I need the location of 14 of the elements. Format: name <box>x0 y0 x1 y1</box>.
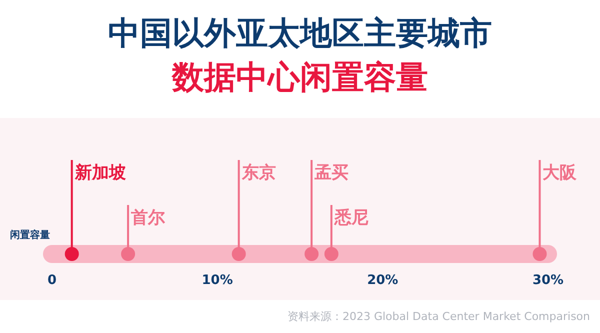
text: 新加坡 <box>74 163 127 183</box>
x-tick-label: 0 <box>47 273 57 288</box>
text: 大阪 <box>542 163 578 183</box>
chart-subtitle: 数据中心闲置容量 <box>171 58 428 96</box>
series-label: 首尔 <box>130 208 166 228</box>
series-label: 悉尼 <box>333 208 368 228</box>
x-tick-label: 10% <box>202 273 233 288</box>
text: 孟买 <box>314 163 349 183</box>
y-tick-label: 闲置容量 <box>10 229 50 241</box>
chart-title: 中国以外亚太地区主要城市 <box>108 14 492 52</box>
text: 资料来源：2023 Global Data Center Market Comparison <box>287 310 590 323</box>
x-tick-label: 30% <box>532 273 564 288</box>
text: 东京 <box>240 163 276 183</box>
x-tick-label: 20% <box>367 273 398 288</box>
